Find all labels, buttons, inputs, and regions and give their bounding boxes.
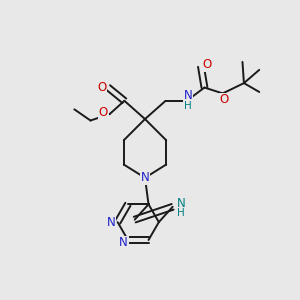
Text: N: N [141,171,149,184]
Text: H: H [177,208,185,218]
Text: N: N [184,89,193,102]
Text: O: O [99,106,108,119]
Text: O: O [203,58,212,71]
Text: N: N [176,197,185,210]
Text: N: N [107,216,116,229]
Text: H: H [184,101,192,111]
Text: O: O [220,93,229,106]
Text: N: N [119,236,128,249]
Text: O: O [97,81,106,94]
